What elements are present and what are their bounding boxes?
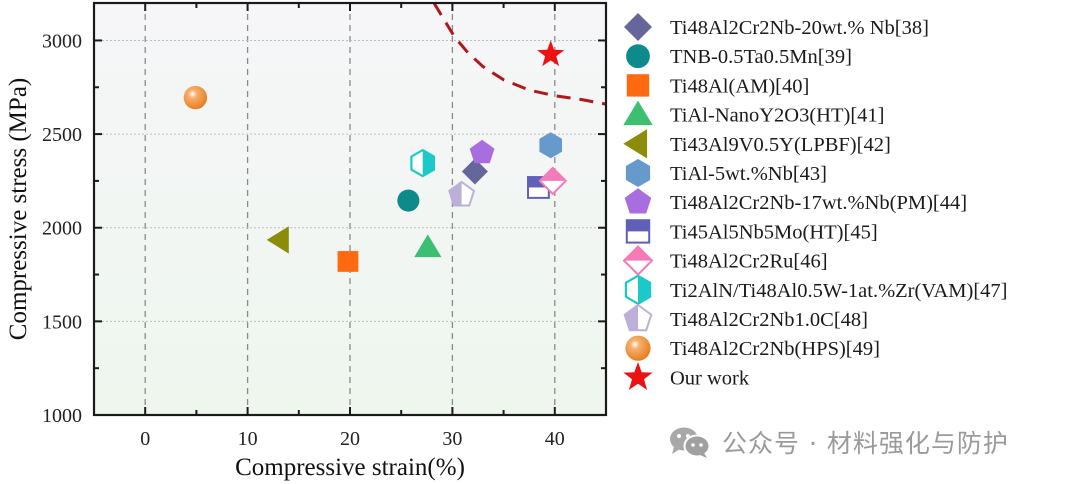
data-point-tnb-0-5ta0-5mn-39: [397, 189, 420, 212]
y-tick-label: 3000: [42, 30, 82, 52]
legend-marker-icon: [626, 44, 650, 69]
data-point-our-work: [537, 40, 565, 67]
data-point-ti2aln-ti48al0-5w-1at-zr-vam-47: [410, 148, 436, 178]
x-tick-label: 10: [238, 428, 258, 450]
legend-label: TiAl-5wt.%Nb[43]: [670, 163, 827, 185]
legend-label: Ti43Al9V0.5Y(LPBF)[42]: [670, 134, 891, 156]
x-tick-label: 30: [442, 428, 462, 450]
legend-label: Ti48Al(AM)[40]: [670, 75, 809, 97]
legend-marker-icon: [624, 188, 652, 214]
legend-label: Ti48Al2Cr2Nb1.0C[48]: [670, 309, 868, 331]
legend-marker-icon: [623, 362, 653, 390]
legend-item: TNB-0.5Ta0.5Mn[39]: [626, 44, 852, 68]
data-points: [183, 40, 568, 272]
legend-label: TNB-0.5Ta0.5Mn[39]: [670, 46, 852, 68]
legend-item: Ti45Al5Nb5Mo(HT)[45]: [625, 219, 878, 244]
data-point-ti48al2cr2nb-hps-49: [183, 85, 208, 110]
data-point-ti48al-am-40: [337, 251, 359, 272]
dashed-boundary-curve-layer: [432, 3, 606, 106]
x-tick-labels: 0 10 20 30 40: [140, 428, 565, 450]
legend-label: Ti48Al2Cr2Ru[46]: [670, 251, 828, 273]
legend-item: TiAl-NanoY2O3(HT)[41]: [623, 100, 884, 127]
legend-item: Ti48Al2Cr2Nb-20wt.% Nb[38]: [624, 13, 929, 41]
legend-marker-icon: [625, 335, 651, 361]
watermark: 公众号 · 材料强化与防护: [668, 424, 1009, 460]
watermark-text: 公众号 · 材料强化与防护: [722, 429, 1009, 458]
x-axis-title: Compressive strain(%): [235, 454, 465, 481]
data-point-ti48al2cr2nb-20wt-nb-38: [461, 158, 488, 185]
x-tick-label: 40: [545, 428, 565, 450]
legend-label: Ti48Al2Cr2Nb(HPS)[49]: [670, 338, 880, 360]
legend: Ti48Al2Cr2Nb-20wt.% Nb[38] TNB-0.5Ta0.5Mn…: [622, 13, 1008, 390]
legend-marker-icon: [625, 159, 651, 187]
legend-marker-icon: [623, 129, 648, 159]
legend-item: Ti48Al2Cr2Ru[46]: [622, 245, 828, 277]
legend-marker-icon: [624, 274, 652, 306]
data-point-ti48al2cr2nb-17wt-nb-pm-44: [469, 139, 495, 164]
legend-marker-icon: [626, 74, 650, 97]
dashed-boundary-curve: [432, 3, 606, 106]
y-tick-labels: 1000 1500 2000 2500 3000: [42, 30, 82, 427]
legend-label: Ti45Al5Nb5Mo(HT)[45]: [670, 221, 878, 243]
y-tick-label: 1000: [42, 405, 82, 427]
legend-marker-icon: [624, 13, 652, 41]
y-tick-label: 2000: [42, 218, 82, 240]
wechat-icon: [670, 427, 711, 458]
legend-label: Ti48Al2Cr2Nb-20wt.% Nb[38]: [670, 17, 929, 39]
legend-item: Ti48Al2Cr2Nb1.0C[48]: [623, 303, 868, 332]
data-point-ti48al2cr2ru-46: [538, 166, 568, 196]
legend-item: Ti48Al(AM)[40]: [626, 74, 809, 97]
axis-ticks: [94, 3, 607, 416]
y-axis-title: Compressive stress (MPa): [5, 78, 32, 340]
data-point-tial-5wt-nb-43: [539, 132, 562, 159]
y-tick-label: 2500: [42, 124, 82, 146]
x-tick-label: 20: [340, 428, 360, 450]
legend-label: TiAl-NanoY2O3(HT)[41]: [670, 105, 884, 127]
legend-item: Ti2AlN/Ti48Al0.5W-1at.%Zr(VAM)[47]: [624, 274, 1008, 306]
y-tick-label: 1500: [42, 311, 82, 333]
legend-marker-icon: [622, 245, 654, 277]
legend-item: Our work: [623, 362, 750, 390]
legend-marker-icon: [625, 219, 651, 244]
legend-marker-icon: [623, 303, 653, 332]
legend-item: TiAl-5wt.%Nb[43]: [625, 159, 827, 187]
legend-item: Ti43Al9V0.5Y(LPBF)[42]: [623, 129, 891, 159]
legend-item: Ti48Al2Cr2Nb-17wt.%Nb(PM)[44]: [624, 188, 967, 214]
gridlines: [94, 3, 606, 416]
legend-label: Our work: [670, 367, 750, 389]
data-point-ti48al2cr2nb1-0c-48: [448, 180, 476, 207]
data-point-tial-nanoy2o3-ht-41: [414, 234, 442, 258]
legend-label: Ti2AlN/Ti48Al0.5W-1at.%Zr(VAM)[47]: [670, 280, 1008, 302]
legend-label: Ti48Al2Cr2Nb-17wt.%Nb(PM)[44]: [670, 192, 967, 214]
plot-area: [94, 3, 606, 415]
x-tick-label: 0: [140, 428, 150, 450]
legend-marker-icon: [623, 100, 653, 126]
legend-item: Ti48Al2Cr2Nb(HPS)[49]: [625, 335, 880, 361]
data-point-ti43al9v0-5y-lpbf-42: [266, 226, 289, 254]
